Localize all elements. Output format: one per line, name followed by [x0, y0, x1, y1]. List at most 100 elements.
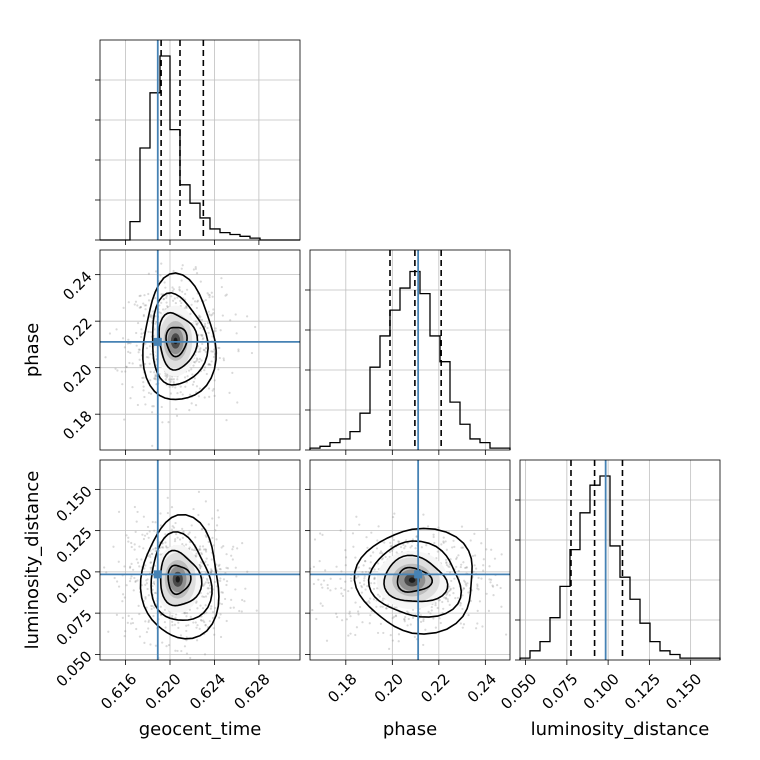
- panel-geocent-time-vs-luminosity-distance-scatter-point: [207, 523, 210, 526]
- panel-geocent-time-vs-luminosity-distance-scatter-point: [204, 548, 207, 551]
- panel-geocent-time-vs-luminosity-distance-scatter-point: [166, 496, 169, 499]
- panel-phase-vs-luminosity-distance-scatter-point: [350, 587, 353, 590]
- panel-phase-vs-luminosity-distance-scatter-point: [443, 596, 446, 599]
- panel-phase-vs-luminosity-distance-scatter-point: [473, 532, 476, 535]
- panel-geocent-time-vs-luminosity-distance-scatter-point: [224, 597, 227, 601]
- panel-geocent-time-vs-luminosity-distance-scatter-point: [147, 594, 150, 597]
- panel-phase-vs-luminosity-distance-scatter-point: [432, 617, 435, 620]
- panel-phase-vs-luminosity-distance-xtick-label-1: 0.20: [371, 670, 407, 706]
- panel-geocent-time-vs-luminosity-distance-scatter-point: [207, 587, 210, 590]
- panel-geocent-time-vs-phase-scatter-point: [237, 350, 240, 353]
- panel-geocent-time-vs-luminosity-distance-scatter-point: [185, 615, 188, 618]
- panel-geocent-time-vs-luminosity-distance-scatter-point: [200, 551, 203, 555]
- panel-geocent-time-vs-phase-contour-3: [142, 272, 217, 401]
- panel-phase-vs-luminosity-distance-scatter-point: [448, 565, 451, 569]
- panel-phase-vs-luminosity-distance-scatter-point: [430, 609, 433, 612]
- panel-geocent-time-vs-luminosity-distance-scatter-point: [199, 545, 202, 548]
- panel-geocent-time-vs-luminosity-distance-scatter-point: [197, 490, 201, 494]
- panel-phase-vs-luminosity-distance-scatter-point: [517, 634, 519, 636]
- panel-geocent-time-vs-luminosity-distance-scatter-point: [199, 591, 202, 595]
- panel-geocent-time-vs-phase-scatter-point: [138, 348, 141, 351]
- panel-geocent-time-vs-luminosity-distance-scatter-point: [123, 565, 126, 568]
- panel-geocent-time-vs-luminosity-distance-scatter-point: [202, 595, 206, 599]
- panel-phase-vs-luminosity-distance-scatter-point: [364, 560, 367, 563]
- panel-geocent-time-vs-luminosity-distance-scatter-point: [130, 666, 132, 668]
- panel-geocent-time-vs-luminosity-distance-scatter-point: [185, 639, 188, 642]
- panel-phase-vs-luminosity-distance-scatter-point: [377, 562, 380, 565]
- panel-geocent-time-vs-phase-scatter-point: [127, 350, 130, 353]
- panel-geocent-time-vs-luminosity-distance-scatter-point: [140, 558, 143, 561]
- panel-geocent-time-vs-luminosity-distance-scatter-point: [150, 604, 153, 607]
- panel-phase-vs-luminosity-distance-scatter-point: [358, 605, 362, 609]
- panel-geocent-time-vs-phase-scatter-point: [203, 325, 207, 328]
- panel-phase-vs-luminosity-distance-scatter-point: [380, 558, 384, 561]
- panel-geocent-time-vs-phase-scatter-point: [218, 356, 221, 360]
- panel-phase-vs-luminosity-distance-scatter-point: [459, 565, 462, 569]
- panel-geocent-time-vs-phase-scatter-point: [195, 322, 198, 326]
- panel-geocent-time-vs-luminosity-distance-scatter-point: [190, 548, 194, 551]
- panel-geocent-time-vs-phase-scatter-point: [140, 328, 143, 331]
- panel-geocent-time-vs-phase-scatter-point: [160, 262, 163, 265]
- panel-phase-vs-luminosity-distance-scatter-point: [409, 623, 412, 626]
- panel-geocent-time-vs-luminosity-distance-scatter-point: [136, 561, 140, 564]
- panel-geocent-time-vs-phase-scatter-point: [171, 286, 174, 289]
- panel-geocent-time-vs-luminosity-distance-scatter-point: [123, 596, 126, 599]
- panel-geocent-time-vs-phase-scatter-point: [210, 291, 213, 294]
- panel-phase-vs-luminosity-distance-scatter-point: [364, 570, 368, 574]
- panel-phase-vs-luminosity-distance-scatter-point: [354, 601, 357, 604]
- panel-geocent-time-vs-luminosity-distance-scatter-point: [150, 607, 153, 611]
- panel-geocent-time-vs-luminosity-distance-scatter-point: [205, 557, 208, 560]
- panel-geocent-time-vs-luminosity-distance-scatter-point: [180, 649, 183, 653]
- panel-phase-vs-luminosity-distance-scatter-point: [360, 591, 364, 594]
- panel-geocent-time-vs-luminosity-distance-scatter-point: [241, 542, 244, 545]
- panel-phase-vs-luminosity-distance-scatter-point: [444, 596, 448, 599]
- panel-geocent-time-vs-phase-scatter-point: [142, 313, 145, 317]
- panel-geocent-time-vs-luminosity-distance-scatter-point: [146, 578, 149, 581]
- panel-phase-vs-luminosity-distance-scatter-point: [321, 533, 324, 536]
- panel-geocent-time-vs-phase-scatter-point: [181, 393, 184, 396]
- panel-phase-vs-luminosity-distance-scatter-point: [450, 579, 453, 583]
- panel-geocent-time-vs-luminosity-distance-scatter-point: [198, 563, 201, 566]
- panel-geocent-time-vs-luminosity-distance-scatter-point: [162, 546, 165, 549]
- panel-geocent-time-vs-luminosity-distance-scatter-point: [136, 510, 139, 514]
- panel-geocent-time-vs-phase-scatter-point: [172, 378, 176, 381]
- panel-geocent-time-vs-luminosity-distance-scatter-point: [212, 544, 215, 547]
- panel-geocent-time-vs-phase-scatter-point: [160, 405, 163, 409]
- panel-phase-vs-luminosity-distance-scatter-point: [461, 546, 465, 549]
- panel-geocent-time-vs-phase-scatter-point: [250, 351, 254, 355]
- panel-geocent-time-vs-phase-scatter-point: [225, 419, 228, 422]
- panel-phase-vs-luminosity-distance-scatter-point: [462, 561, 465, 564]
- panel-phase-vs-luminosity-distance-scatter-point: [481, 625, 484, 628]
- panel-geocent-time-vs-luminosity-distance-scatter-point: [206, 587, 209, 590]
- panel-geocent-time-vs-luminosity-distance-scatter-point: [152, 548, 155, 551]
- panel-phase-vs-luminosity-distance-scatter-point: [467, 613, 470, 617]
- panel-phase-vs-luminosity-distance-scatter-point: [373, 577, 376, 581]
- panel-geocent-time-vs-phase-contour-0: [165, 326, 188, 358]
- panel-geocent-time-vs-phase-scatter-point: [195, 272, 199, 275]
- panel-geocent-time-vs-phase-scatter-point: [207, 363, 210, 366]
- panel-geocent-time-vs-phase-scatter-point: [145, 356, 149, 359]
- panel-phase-vs-luminosity-distance-scatter-point: [459, 602, 463, 605]
- panel-phase-vs-luminosity-distance-scatter-point: [347, 589, 350, 593]
- panel-geocent-time-vs-phase-scatter-point: [169, 380, 172, 383]
- hist-luminosity-distance-frame: [519, 459, 721, 661]
- panel-geocent-time-vs-luminosity-distance-scatter-point: [218, 616, 221, 619]
- hist-geocent-time: [95, 39, 301, 245]
- panel-geocent-time-vs-phase-scatter-point: [154, 322, 157, 325]
- panel-geocent-time-vs-phase-scatter-point: [199, 280, 202, 283]
- panel-geocent-time-vs-luminosity-distance-scatter-point: [181, 543, 184, 546]
- panel-phase-vs-luminosity-distance-scatter-point: [391, 639, 394, 642]
- panel-phase-vs-luminosity-distance-scatter-point: [376, 587, 379, 590]
- panel-geocent-time-vs-luminosity-distance-scatter-point: [128, 566, 132, 569]
- panel-geocent-time-vs-phase-scatter-point: [193, 377, 196, 380]
- panel-phase-vs-luminosity-distance-scatter-point: [440, 543, 443, 546]
- panel-phase-vs-luminosity-distance-scatter-point: [392, 538, 395, 542]
- panel-geocent-time-vs-phase-scatter-point: [150, 314, 153, 318]
- panel-phase-vs-luminosity-distance-scatter-point: [349, 577, 353, 580]
- panel-geocent-time-vs-luminosity-distance-scatter-point: [134, 530, 137, 533]
- panel-phase-vs-luminosity-distance-scatter-point: [405, 610, 409, 613]
- panel-geocent-time-vs-luminosity-distance-scatter-point: [147, 620, 150, 624]
- panel-geocent-time-vs-phase-scatter-point: [211, 313, 214, 316]
- panel-geocent-time-vs-luminosity-distance-scatter-point: [200, 528, 203, 531]
- panel-phase-vs-luminosity-distance-scatter-point: [475, 567, 478, 570]
